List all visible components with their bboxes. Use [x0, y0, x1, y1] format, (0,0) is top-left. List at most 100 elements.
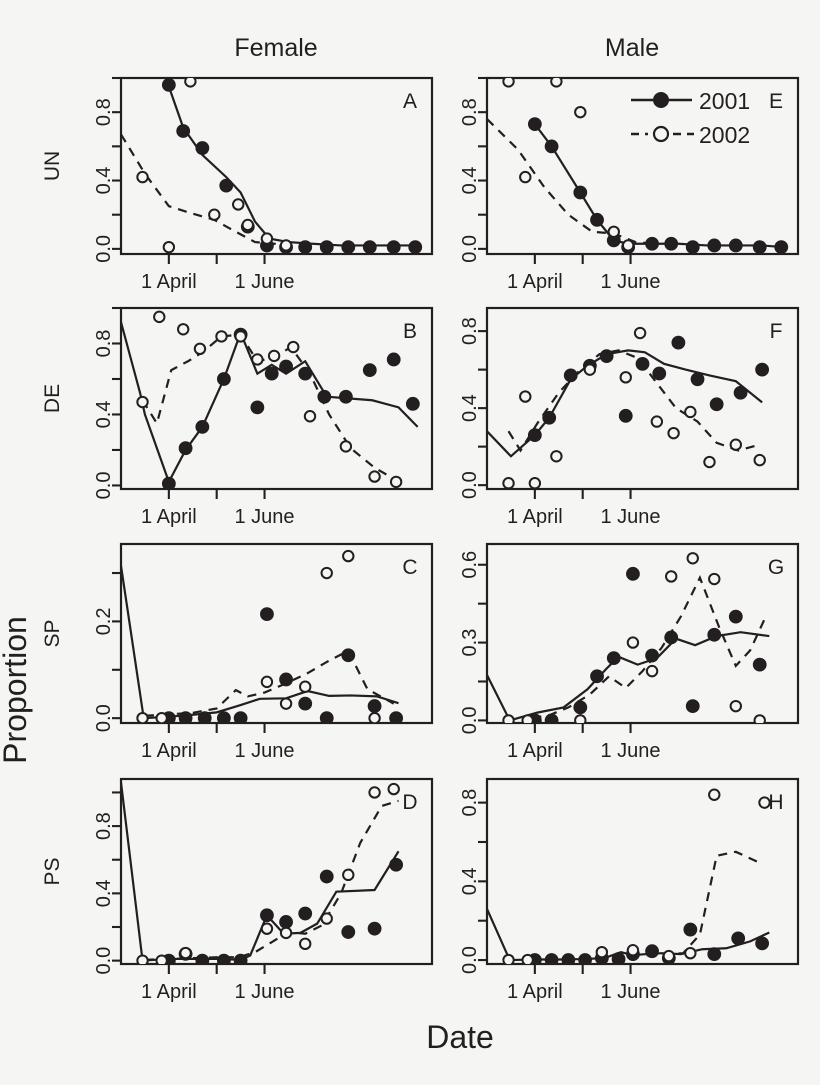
point-G-2002 [645, 664, 659, 678]
point-E-2001 [752, 240, 767, 254]
point-D-2001 [233, 953, 248, 964]
point-F-2001 [755, 362, 770, 377]
x-tick-label-A-0: 1 April [141, 271, 197, 293]
x-axis-title: Date [426, 1019, 494, 1055]
point-E-2001 [774, 240, 789, 254]
panel-A: 0.0 0.4 0.8 1 April 1 June UN A [41, 76, 434, 293]
point-G-2002 [665, 570, 678, 583]
point-H-2001 [611, 952, 626, 964]
point-D-2001 [195, 953, 210, 964]
point-F-2002 [703, 455, 716, 469]
point-C-2002 [320, 566, 333, 580]
y-tick-label-B-0.4: 0.4 [93, 401, 115, 429]
point-H-2001 [755, 936, 770, 951]
plot-frame-F [485, 306, 800, 491]
point-G-2002 [729, 699, 742, 713]
point-F-2002 [684, 405, 697, 419]
point-F-2001 [690, 372, 705, 387]
point-D-2002 [136, 954, 149, 964]
point-H-2001 [645, 944, 659, 959]
point-D-2002 [260, 922, 274, 935]
point-E-2001 [544, 139, 559, 154]
point-A-2002 [162, 240, 176, 254]
point-B-2001 [317, 389, 332, 404]
panel-E: 0.0 0.4 0.8 1 April 1 June E [459, 76, 800, 293]
point-B-2001 [178, 441, 193, 456]
y-tick-label-E-0.8: 0.8 [459, 98, 481, 126]
point-D-2001 [341, 925, 356, 939]
panel-letter-C: C [402, 556, 417, 579]
point-E-2002 [550, 78, 563, 88]
point-D-2002 [155, 954, 168, 964]
x-tick-label-B-0: 1 April [141, 506, 197, 528]
y-tick-label-F-0.8: 0.8 [459, 317, 481, 345]
row-label-UN: UN [41, 151, 64, 181]
point-B-2002 [153, 310, 166, 324]
point-B-2002 [251, 353, 264, 366]
point-B-2002 [136, 395, 149, 409]
point-F-2001 [527, 428, 542, 442]
point-F-2001 [635, 356, 650, 371]
plot-frame-A [119, 76, 434, 256]
x-tick-label-G-2: 1 June [601, 740, 661, 762]
y-axis-title: Proportion [0, 616, 33, 764]
legend-label-2002: 2002 [699, 122, 750, 148]
legend-marker-2002 [652, 125, 670, 143]
point-B-2002 [389, 475, 403, 489]
point-C-2002 [155, 711, 168, 723]
y-tick-label-A-0.8: 0.8 [93, 98, 115, 126]
point-H-2001 [683, 922, 698, 937]
point-H-2001 [707, 947, 722, 962]
x-tick-label-E-2: 1 June [601, 271, 661, 293]
panel-letter-E: E [769, 90, 783, 113]
panel-D: 0.0 0.4 0.8 1 April 1 June PS D [41, 777, 434, 1003]
point-D-2001 [216, 953, 231, 964]
data-points-A [136, 78, 423, 254]
point-D-2001 [367, 921, 382, 936]
point-D-2002 [342, 868, 355, 882]
panel-B: 0.0 0.4 0.8 1 April 1 June DE B [41, 306, 434, 528]
data-points-H [502, 788, 771, 964]
x-tick-label-F-0: 1 April [507, 506, 563, 528]
x-tick-label-C-0: 1 April [141, 740, 197, 762]
point-B-2002 [267, 349, 281, 363]
point-D-2001 [298, 906, 313, 921]
point-H-2002 [684, 946, 697, 960]
point-G-2001 [707, 627, 722, 642]
panels-group: 0.0 0.4 0.8 1 April 1 June UN A 0.0 0.4 0.8 1 Apri… [41, 76, 800, 1003]
point-A-2001 [176, 124, 191, 138]
point-G-2001 [573, 700, 588, 715]
y-tick-label-D-0.4: 0.4 [93, 879, 115, 907]
point-H-2002 [626, 944, 640, 957]
x-tick-label-C-2: 1 June [235, 740, 295, 762]
point-A-2002 [260, 232, 274, 245]
data-points-E [502, 78, 789, 254]
point-A-2001 [161, 78, 176, 92]
point-G-2002 [574, 714, 587, 723]
panel-H: 0.0 0.4 0.8 1 April 1 June H [459, 777, 800, 1003]
point-C-2001 [233, 711, 248, 723]
plot-frame-D [119, 777, 434, 966]
point-B-2001 [362, 363, 377, 378]
data-points-G [502, 552, 767, 723]
y-tick-label-H-0.4: 0.4 [459, 867, 481, 895]
panel-letter-D: D [402, 791, 417, 814]
point-D-2002 [368, 786, 381, 799]
point-A-2002 [208, 208, 221, 221]
point-E-2001 [645, 236, 659, 251]
point-F-2002 [650, 415, 664, 428]
point-G-2001 [645, 648, 659, 663]
point-G-2001 [728, 609, 743, 624]
plot-frame-C [119, 542, 434, 725]
point-E-2001 [590, 212, 604, 227]
point-G-2002 [626, 636, 640, 649]
x-tick-label-D-2: 1 June [235, 981, 295, 1003]
point-D-2002 [279, 926, 293, 940]
point-C-2001 [216, 711, 231, 723]
point-G-2002 [708, 572, 721, 586]
panel-letter-H: H [768, 791, 783, 814]
data-points-C [136, 549, 404, 723]
row-label-DE: DE [41, 384, 64, 413]
point-C-2001 [341, 648, 356, 663]
